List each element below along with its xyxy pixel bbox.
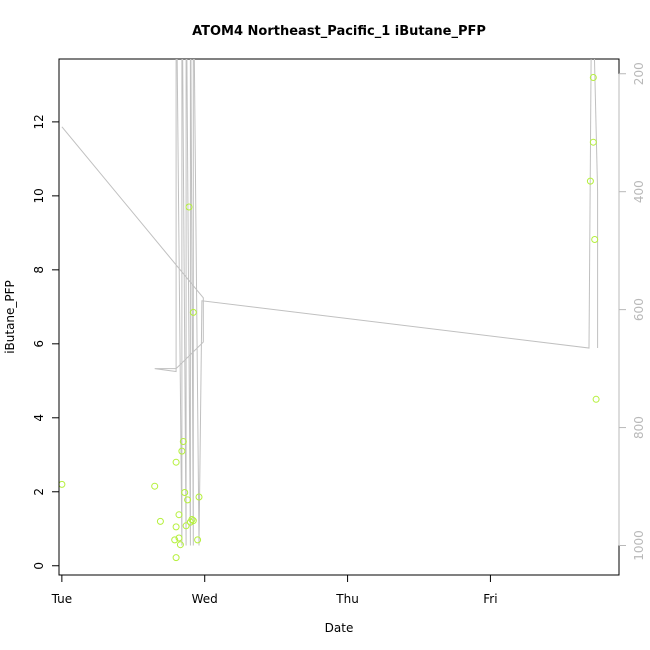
x-axis: Tue Wed Thu Fri bbox=[51, 574, 498, 606]
x-tick-label: Tue bbox=[51, 592, 73, 606]
right-axis: 200 400 600 800 1000 bbox=[618, 62, 646, 561]
data-point bbox=[184, 496, 192, 504]
y-tick-label: 10 bbox=[32, 188, 46, 203]
data-point bbox=[171, 536, 179, 544]
y-tick-label: 8 bbox=[32, 266, 46, 274]
data-point bbox=[172, 554, 180, 562]
chart-title: ATOM4 Northeast_Pacific_1 iButane_PFP bbox=[192, 24, 486, 39]
data-point bbox=[176, 541, 184, 549]
data-point bbox=[586, 177, 594, 185]
data-point bbox=[182, 522, 190, 530]
x-tick-label: Thu bbox=[335, 592, 359, 606]
data-point bbox=[194, 536, 202, 544]
x-tick-label: Fri bbox=[483, 592, 497, 606]
plot-frame bbox=[58, 58, 620, 576]
data-point bbox=[181, 489, 189, 496]
data-point bbox=[178, 447, 186, 455]
data-point bbox=[188, 516, 196, 523]
altitude-line bbox=[61, 59, 599, 546]
y-tick-label: 4 bbox=[32, 414, 46, 422]
data-point bbox=[156, 517, 164, 525]
right-tick-label: 600 bbox=[632, 298, 646, 321]
points-layer bbox=[58, 74, 600, 562]
y-tick-label: 0 bbox=[32, 562, 46, 570]
data-point bbox=[589, 74, 597, 81]
data-point bbox=[189, 517, 197, 525]
x-tick-label: Wed bbox=[192, 592, 218, 606]
altitude-layer bbox=[61, 59, 599, 546]
data-point bbox=[189, 308, 197, 316]
y-tick-label: 12 bbox=[32, 114, 46, 129]
data-point bbox=[179, 438, 187, 445]
right-tick-label: 200 bbox=[632, 62, 646, 85]
y-axis: 0 2 4 6 8 10 12 bbox=[32, 114, 60, 570]
data-point bbox=[589, 138, 597, 146]
data-point bbox=[175, 534, 183, 542]
right-tick-label: 400 bbox=[632, 180, 646, 203]
right-tick-label: 800 bbox=[632, 416, 646, 439]
y-tick-label: 2 bbox=[32, 488, 46, 496]
y-tick-label: 6 bbox=[32, 340, 46, 348]
data-point bbox=[591, 236, 599, 243]
data-point bbox=[175, 511, 183, 519]
right-tick-label: 1000 bbox=[632, 530, 646, 561]
y-axis-label: iButane_PFP bbox=[3, 280, 17, 354]
data-point bbox=[58, 480, 66, 488]
data-point bbox=[151, 482, 159, 490]
data-point bbox=[185, 203, 193, 211]
data-point bbox=[172, 523, 180, 531]
data-point bbox=[592, 395, 600, 403]
x-axis-label: Date bbox=[325, 621, 354, 635]
data-point bbox=[172, 458, 180, 466]
data-point bbox=[195, 493, 203, 501]
